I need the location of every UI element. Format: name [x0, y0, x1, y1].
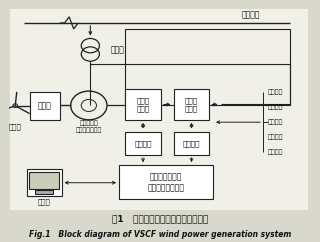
Bar — [174, 131, 209, 155]
Bar — [125, 89, 161, 120]
Text: 图1   变速恒频风力发电系统原理框图: 图1 变速恒频风力发电系统原理框图 — [112, 215, 208, 224]
Text: 变压器: 变压器 — [111, 45, 124, 54]
Text: 转子电压: 转子电压 — [268, 119, 284, 125]
Text: 双馈式变速
恒频风力发电机: 双馈式变速 恒频风力发电机 — [76, 120, 102, 133]
Bar — [119, 165, 213, 199]
Bar — [174, 89, 209, 120]
Bar — [10, 8, 308, 210]
Text: 增速箱: 增速箱 — [38, 101, 52, 110]
Text: 驱动电路: 驱动电路 — [134, 140, 152, 147]
Bar — [27, 169, 61, 196]
Text: 转子电流: 转子电流 — [268, 134, 284, 140]
Text: 定子电压: 定子电压 — [268, 90, 284, 95]
Bar — [29, 172, 59, 189]
Bar — [30, 91, 60, 120]
Text: 电网侧
变流器: 电网侧 变流器 — [185, 97, 198, 112]
Text: 转子侧
变流器: 转子侧 变流器 — [136, 97, 150, 112]
Text: 基于微处理器的
变速恒频控制系统: 基于微处理器的 变速恒频控制系统 — [148, 172, 185, 192]
Text: 电机转速: 电机转速 — [268, 149, 284, 155]
Bar — [35, 190, 53, 194]
Text: 驱动电路: 驱动电路 — [183, 140, 200, 147]
Bar — [125, 131, 161, 155]
Text: Fig.1   Block diagram of VSCF wind power generation system: Fig.1 Block diagram of VSCF wind power g… — [29, 230, 291, 239]
Text: 控制台: 控制台 — [38, 199, 51, 205]
Circle shape — [13, 104, 18, 108]
Text: 电力系统: 电力系统 — [242, 10, 260, 19]
Text: 定子电流: 定子电流 — [268, 105, 284, 110]
Text: 风力机: 风力机 — [9, 123, 22, 129]
Bar — [125, 29, 290, 106]
